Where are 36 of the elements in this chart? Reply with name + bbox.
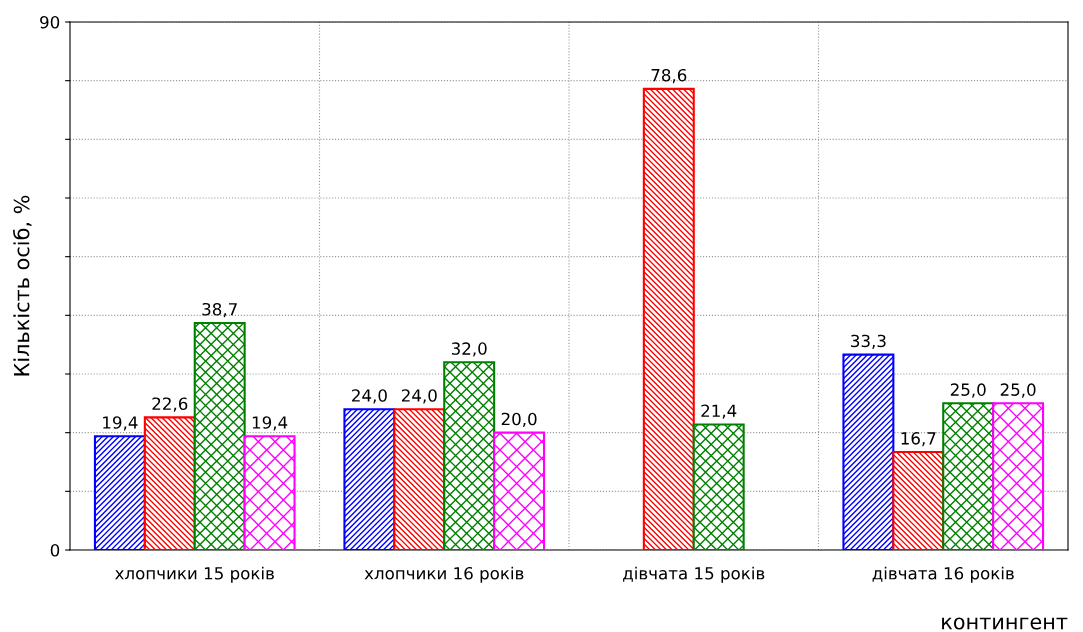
data-label: 25,0 [950, 383, 986, 398]
y-tick-label: 90 [40, 15, 60, 29]
bar [942, 402, 995, 550]
bar [343, 408, 396, 550]
bar [243, 435, 296, 550]
data-label: 33,3 [851, 334, 886, 349]
data-label: 22,6 [152, 397, 188, 412]
x-tick-label: хлопчики 15 років [115, 566, 274, 583]
data-label: 24,0 [352, 389, 387, 404]
x-axis-title: контингент [942, 617, 1068, 630]
x-tick-label: дівчата 16 років [872, 566, 1014, 583]
data-label: 78,6 [651, 68, 687, 84]
x-tick-label: дівчата 15 років [623, 566, 765, 583]
bar [892, 450, 945, 550]
data-label: 16,7 [901, 432, 936, 447]
bar [193, 321, 246, 550]
data-label: 24,0 [401, 389, 437, 404]
data-label: 19,4 [252, 416, 288, 431]
data-label: 20,0 [501, 412, 537, 427]
bar [93, 435, 146, 550]
bar [642, 87, 695, 550]
bar [992, 402, 1045, 550]
y-tick-label: 0 [50, 543, 60, 557]
x-tick-label: хлопчики 16 років [364, 566, 524, 583]
bar [443, 361, 496, 550]
y-axis-title: Кількість осіб, % [13, 195, 32, 376]
data-label: 19,4 [103, 416, 138, 431]
data-label: 32,0 [451, 342, 487, 357]
bar [143, 416, 196, 550]
bar [692, 423, 745, 550]
data-label: 25,0 [1000, 383, 1036, 398]
bar [493, 431, 546, 550]
data-label: 38,7 [202, 302, 237, 318]
bar [393, 408, 446, 550]
bar [842, 353, 895, 550]
data-label: 21,4 [701, 404, 737, 419]
